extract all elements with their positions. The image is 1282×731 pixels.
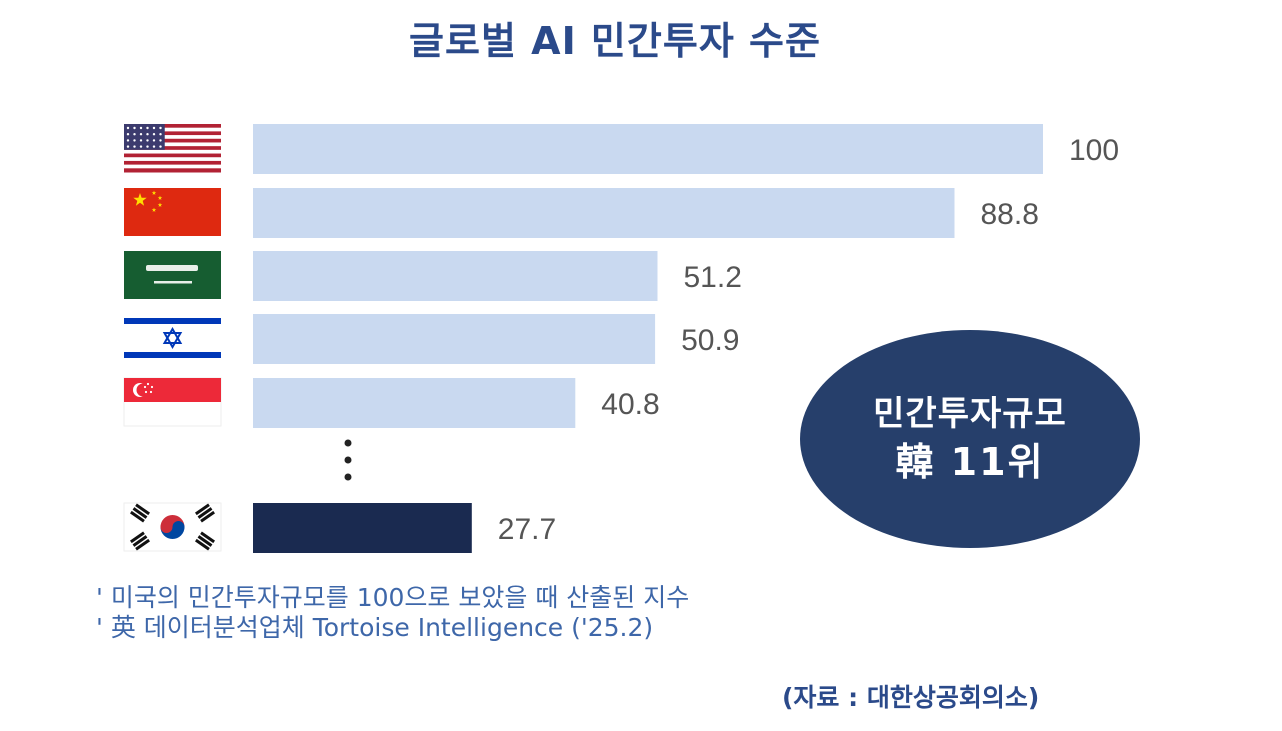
value-label-1: 100 (1069, 134, 1119, 167)
bar-4 (253, 314, 656, 364)
bar-5 (253, 378, 576, 428)
badge-line-1: 민간투자규모 (873, 394, 1067, 434)
kr-flag-icon (123, 502, 222, 552)
bar-1 (253, 124, 1043, 174)
ellipsis-dot (344, 439, 352, 447)
badge-line-2: 韓 11위 (895, 440, 1045, 484)
value-label-6: 27.7 (498, 513, 556, 546)
chart-title: 글로벌 AI 민간투자 수준 (409, 19, 821, 63)
sg-flag-icon (123, 377, 222, 427)
bar-6 (253, 503, 472, 553)
footnote-1: ' 미국의 민간투자규모를 100으로 보았을 때 산출된 지수 (96, 583, 690, 612)
us-flag-icon (124, 124, 221, 173)
cn-flag-icon (124, 188, 221, 236)
value-label-5: 40.8 (601, 388, 659, 421)
value-label-3: 51.2 (684, 261, 742, 294)
bar-2 (253, 188, 955, 238)
il-flag-icon (124, 314, 221, 362)
value-label-4: 50.9 (681, 324, 739, 357)
ellipsis-dot (344, 456, 352, 464)
value-label-2: 88.8 (981, 198, 1039, 231)
ellipsis-dot (344, 473, 352, 481)
rank-badge: 민간투자규모 韓 11위 (800, 330, 1140, 548)
bar-3 (253, 251, 658, 301)
footnote-2: ' 英 데이터분석업체 Tortoise Intelligence ('25.2… (96, 613, 654, 642)
sa-flag-icon (124, 251, 221, 299)
source-label: (자료 : 대한상공회의소) (782, 683, 1040, 712)
